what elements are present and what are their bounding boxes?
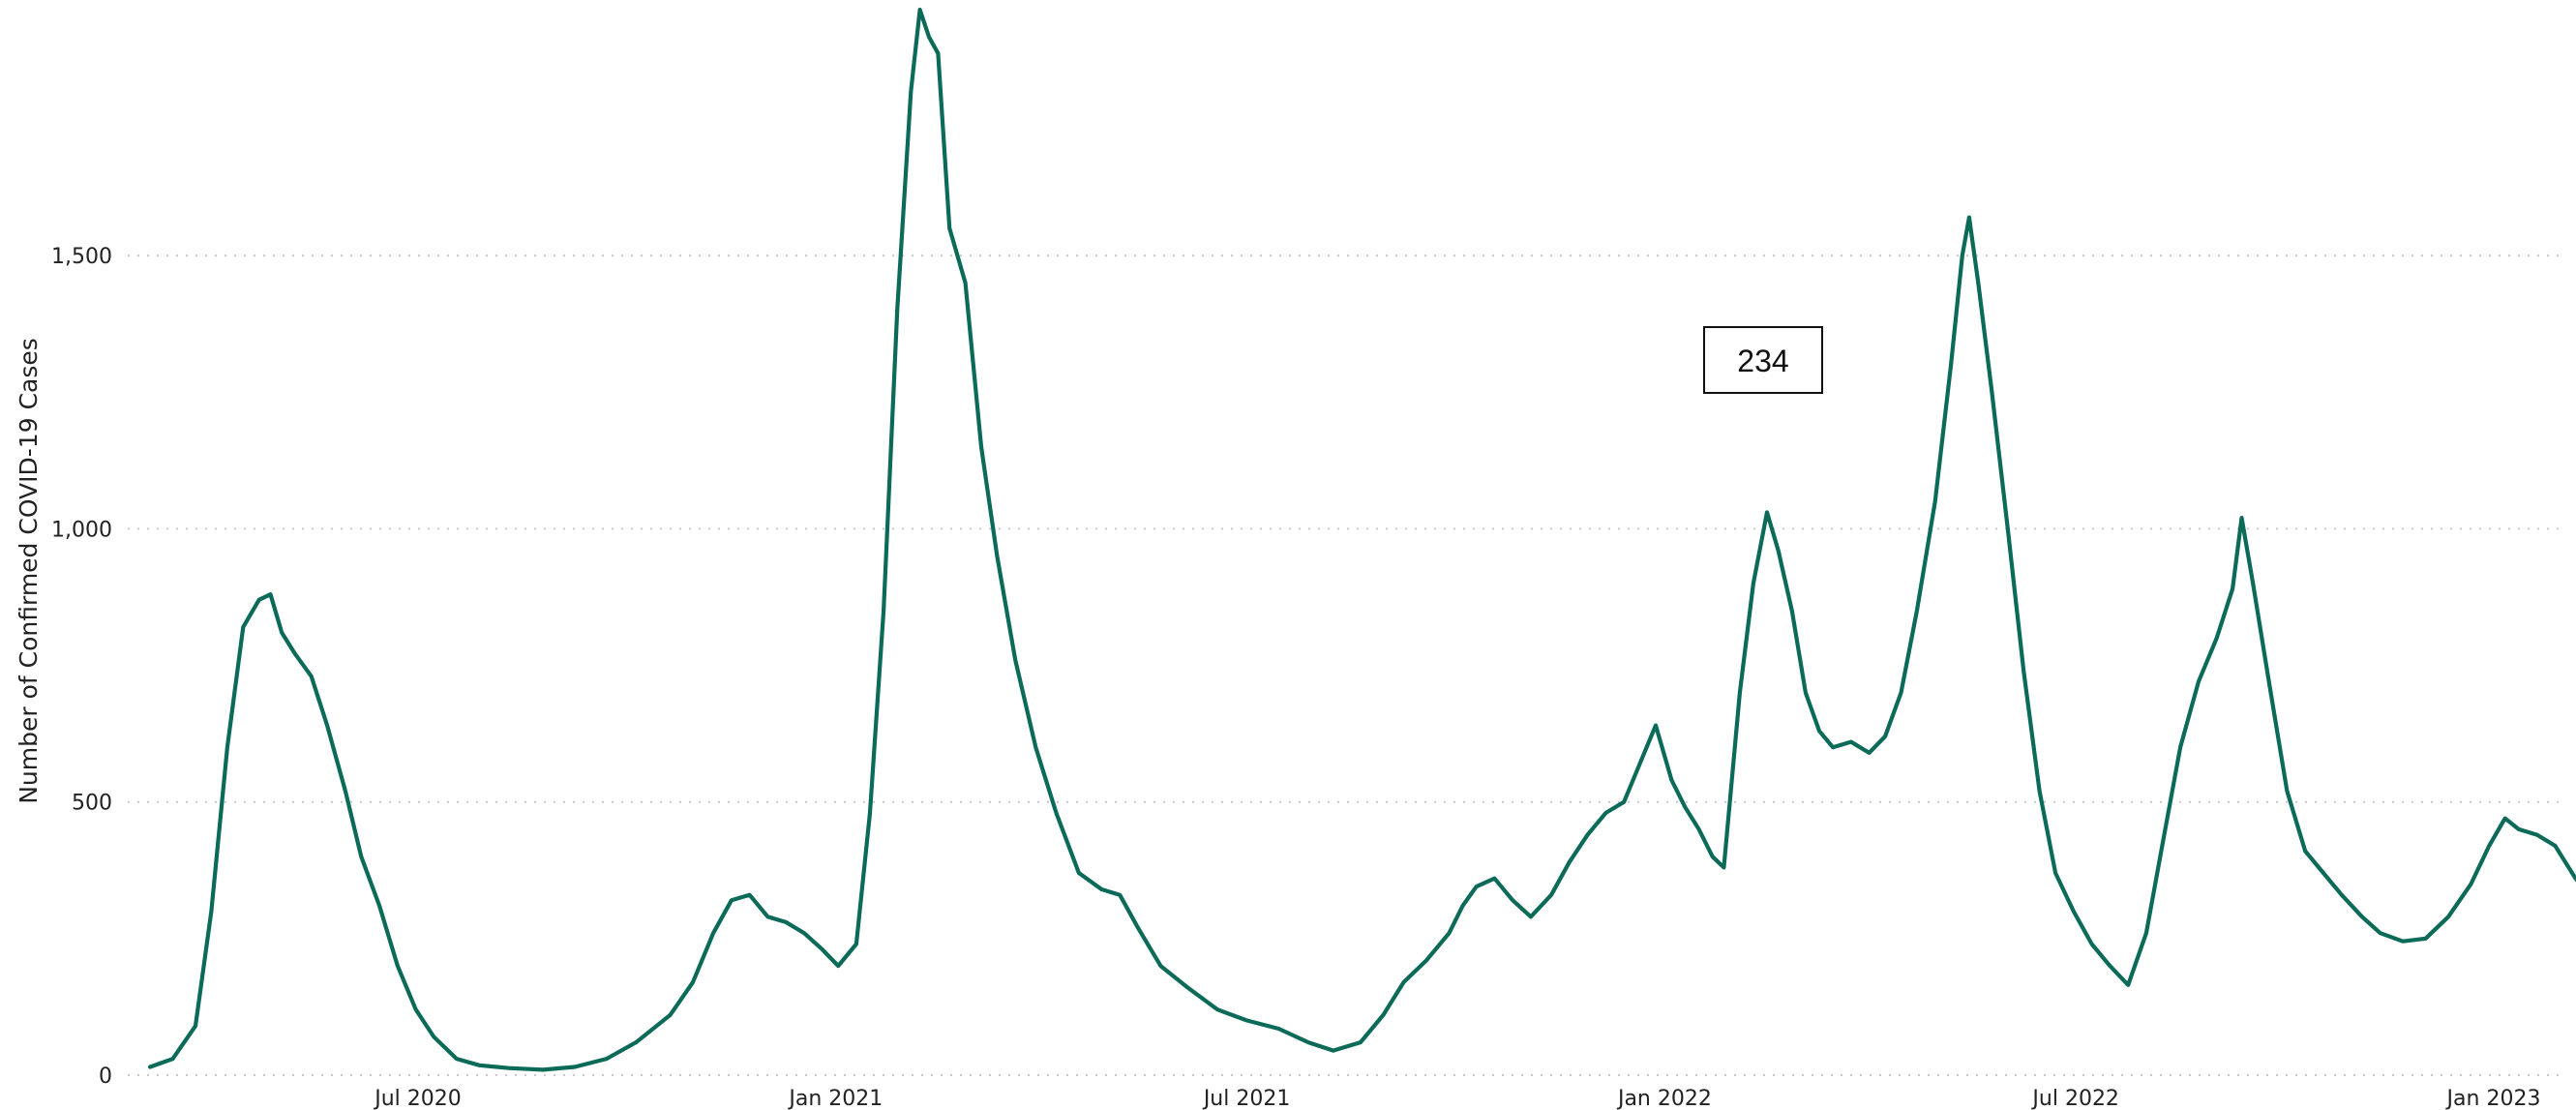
- value-callout: 234: [1703, 326, 1823, 394]
- y-tick-label-1000: 1,000: [51, 518, 112, 542]
- x-tick-label-3: Jan 2022: [1616, 1087, 1712, 1110]
- x-tick-label-1: Jan 2021: [787, 1087, 883, 1110]
- y-tick-label-500: 500: [72, 792, 112, 816]
- x-tick-label-4: Jul 2022: [2030, 1087, 2119, 1110]
- x-tick-label-2: Jul 2021: [1202, 1087, 1291, 1110]
- gridlines: [128, 255, 2562, 1076]
- y-tick-label-0: 0: [99, 1065, 112, 1089]
- y-tick-label-1500: 1,500: [51, 245, 112, 269]
- y-axis-ticks: 0 500 1,000 1,500: [51, 245, 112, 1089]
- series-layer: [148, 7, 2576, 1072]
- callout-value: 234: [1737, 344, 1788, 378]
- callout-box: [1703, 326, 1823, 394]
- y-axis-title: Number of Confirmed COVID-19 Cases: [15, 338, 43, 804]
- series-line-0: [148, 7, 2576, 1072]
- x-tick-label-5: Jan 2023: [2445, 1087, 2541, 1110]
- x-axis-ticks: Jul 2020 Jan 2021 Jul 2021 Jan 2022 Jul 2022…: [373, 1087, 2540, 1110]
- x-tick-label-0: Jul 2020: [373, 1087, 462, 1110]
